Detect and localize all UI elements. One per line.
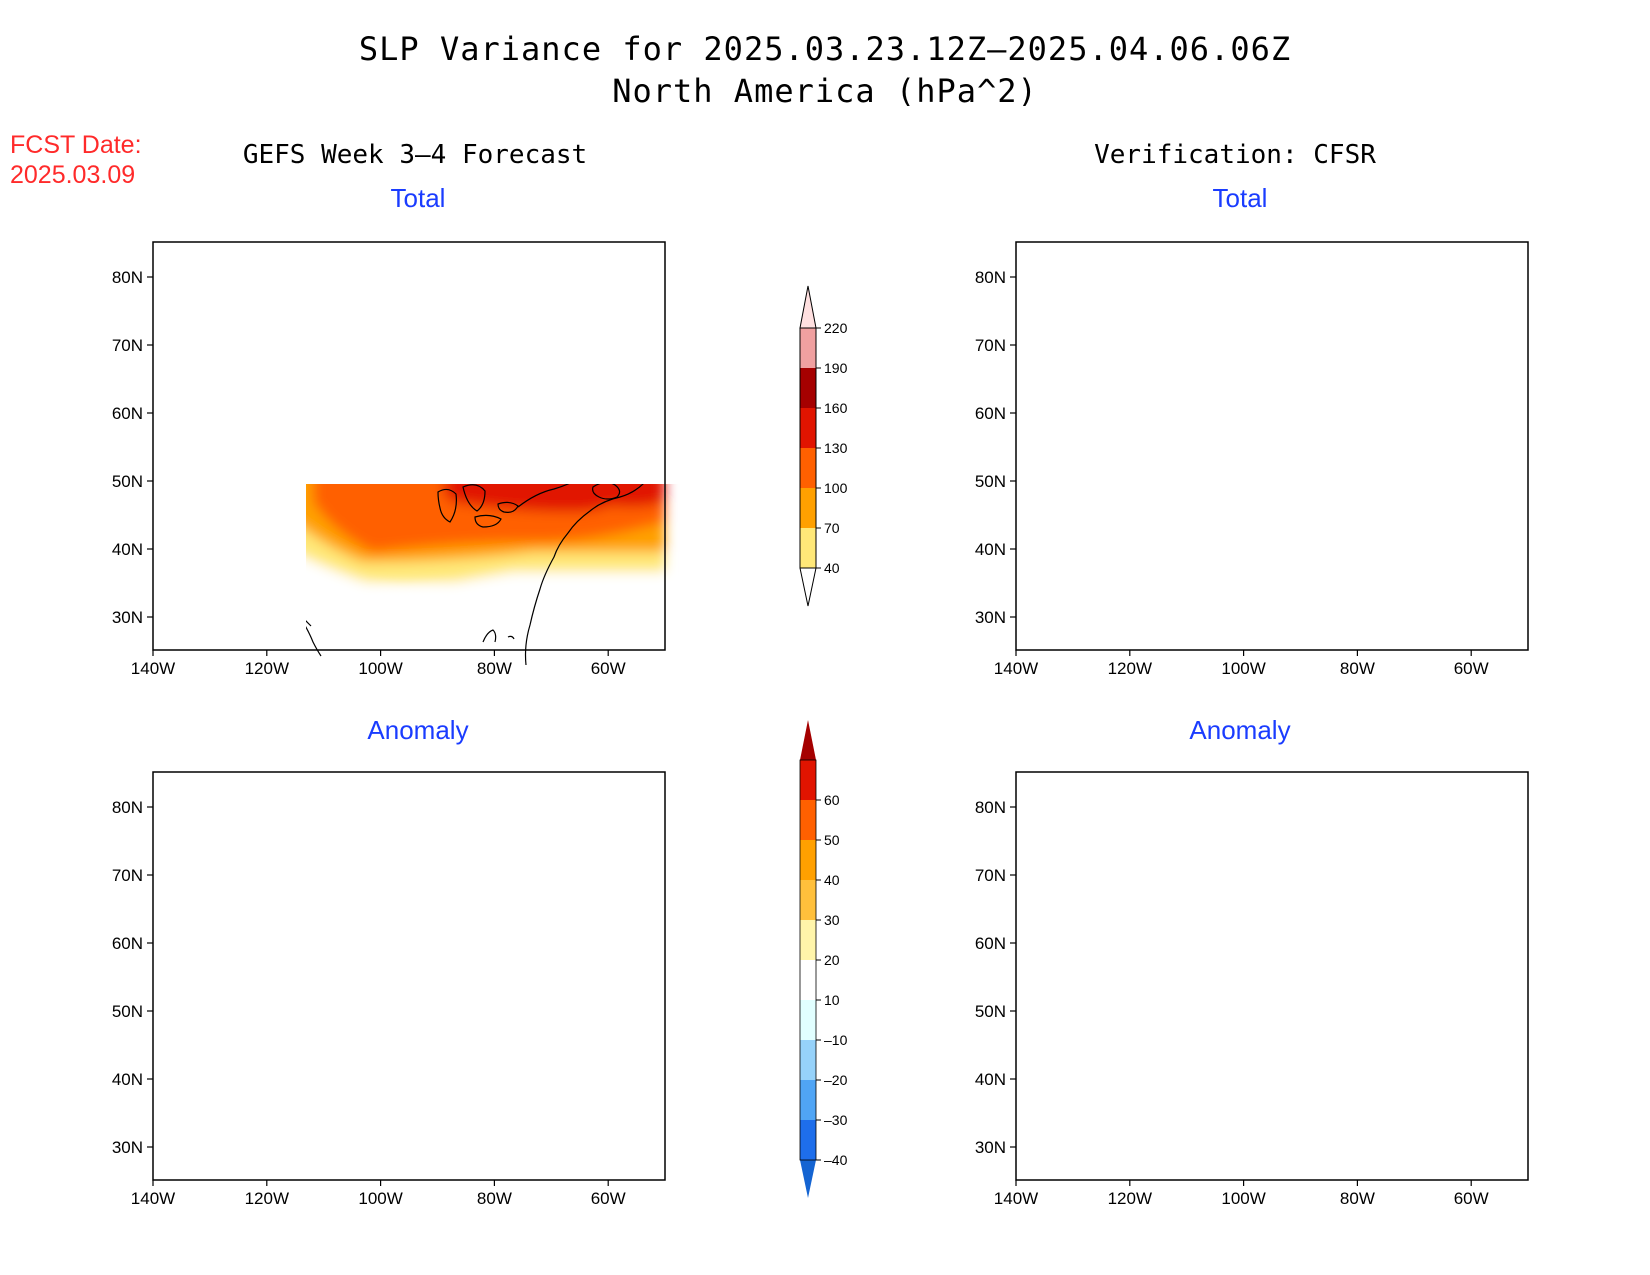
lat-tick-label: 80N [975, 798, 1006, 817]
lat-tick-label: 70N [112, 336, 143, 355]
lon-tick-label: 140W [131, 659, 175, 678]
colorbar-swatch [800, 760, 816, 800]
lat-tick-label: 60N [112, 404, 143, 423]
chart-subtitle: North America (hPa^2) [612, 72, 1038, 110]
lat-tick-label: 70N [975, 336, 1006, 355]
colorbar-label: 190 [824, 360, 848, 376]
colorbar-label: 30 [824, 912, 840, 928]
lat-tick-label: 60N [975, 934, 1006, 953]
colorbar-swatch [800, 528, 816, 568]
colorbar-label: 50 [824, 832, 840, 848]
colorbar-label: 220 [824, 320, 848, 336]
colorbar-label: 10 [824, 992, 840, 1008]
panel-title-bottom-right: Anomaly [1189, 715, 1291, 745]
colorbar-label: –30 [824, 1112, 848, 1128]
lat-tick-label: 30N [975, 1138, 1006, 1157]
lon-tick-label: 120W [1108, 659, 1152, 678]
map-axes: 80N 70N 60N 50N 40N 30N 140W 120W 100W 80W 60W 80N 7… [112, 268, 1489, 1208]
lon-tick-label: 140W [994, 1189, 1038, 1208]
colorbar-swatch [800, 1120, 816, 1160]
lon-tick-label: 100W [358, 1189, 402, 1208]
colorbar-swatch [800, 328, 816, 368]
lat-tick-label: 40N [112, 540, 143, 559]
left-column-title: GEFS Week 3–4 Forecast [242, 140, 588, 170]
colorbar-swatch [800, 960, 816, 1000]
colorbar-label: 20 [824, 952, 840, 968]
lat-tick-label: 80N [975, 268, 1006, 287]
colorbar-label: 130 [824, 440, 848, 456]
lon-tick-label: 120W [245, 659, 289, 678]
colorbar-label: 100 [824, 480, 848, 496]
lon-tick-label: 100W [358, 659, 402, 678]
colorbar-swatch [800, 488, 816, 528]
colorbar-swatch [800, 880, 816, 920]
colorbar-swatch [800, 1080, 816, 1120]
colorbar-swatch [800, 368, 816, 408]
lat-tick-label: 60N [112, 934, 143, 953]
colorbar-swatch [800, 1040, 816, 1080]
lat-tick-label: 50N [112, 472, 143, 491]
lon-tick-label: 60W [1454, 659, 1489, 678]
colorbar-swatch [800, 408, 816, 448]
lat-tick-label: 80N [112, 268, 143, 287]
colorbar-swatch [800, 448, 816, 488]
panel-title-top-left: Total [390, 183, 446, 213]
lat-tick-label: 50N [975, 472, 1006, 491]
lat-tick-label: 50N [112, 1002, 143, 1021]
lon-tick-label: 140W [994, 659, 1038, 678]
colorbar-anomaly: –40 –30 –20 –10 10 20 30 40 50 60 [799, 720, 848, 1198]
colorbar-label: –20 [824, 1072, 848, 1088]
lat-tick-label: 30N [112, 1138, 143, 1157]
forecast-date-label: FCST Date: 2025.03.09 [10, 130, 142, 190]
fcst-label: FCST Date: [10, 131, 142, 159]
lon-tick-label: 80W [477, 659, 512, 678]
colorbar-label: 40 [824, 560, 840, 576]
colorbar-swatch [800, 1000, 816, 1040]
lon-tick-label: 140W [131, 1189, 175, 1208]
lon-tick-label: 120W [1108, 1189, 1152, 1208]
lon-tick-label: 80W [1340, 1189, 1375, 1208]
lon-tick-label: 60W [1454, 1189, 1489, 1208]
colorbar-label: 160 [824, 400, 848, 416]
colorbar-swatch [800, 840, 816, 880]
colorbar-swatch [800, 800, 816, 840]
panel-forecast-total [152, 241, 666, 666]
colorbar-label: 60 [824, 792, 840, 808]
colorbar-label: 70 [824, 520, 840, 536]
lat-tick-label: 60N [975, 404, 1006, 423]
right-column-title: Verification: CFSR [1094, 140, 1376, 170]
chart-title: SLP Variance for 2025.03.23.12Z–2025.04.… [358, 30, 1292, 68]
lat-tick-label: 70N [112, 866, 143, 885]
colorbar-label: –40 [824, 1152, 848, 1168]
lat-tick-label: 70N [975, 866, 1006, 885]
lon-tick-label: 100W [1221, 659, 1265, 678]
panel-title-bottom-left: Anomaly [367, 715, 469, 745]
colorbar-label: –10 [824, 1032, 848, 1048]
colorbar-total: 40 70 100 130 160 190 220 [799, 285, 848, 607]
lon-tick-label: 60W [591, 659, 626, 678]
fcst-date: 2025.03.09 [10, 161, 136, 189]
panel-verification-anomaly [1015, 771, 1529, 1181]
lon-tick-label: 60W [591, 1189, 626, 1208]
lat-tick-label: 30N [112, 608, 143, 627]
lat-tick-label: 30N [975, 608, 1006, 627]
lon-tick-label: 120W [245, 1189, 289, 1208]
lon-tick-label: 80W [1340, 659, 1375, 678]
lat-tick-label: 80N [112, 798, 143, 817]
lon-tick-label: 80W [477, 1189, 512, 1208]
colorbar-label: 40 [824, 872, 840, 888]
lat-tick-label: 40N [112, 1070, 143, 1089]
lon-tick-label: 100W [1221, 1189, 1265, 1208]
lat-tick-label: 40N [975, 1070, 1006, 1089]
panel-title-top-right: Total [1212, 183, 1268, 213]
colorbar-swatch [800, 920, 816, 960]
panel-verification-total [1015, 241, 1529, 651]
lat-tick-label: 40N [975, 540, 1006, 559]
panel-forecast-anomaly [152, 771, 666, 1181]
lat-tick-label: 50N [975, 1002, 1006, 1021]
